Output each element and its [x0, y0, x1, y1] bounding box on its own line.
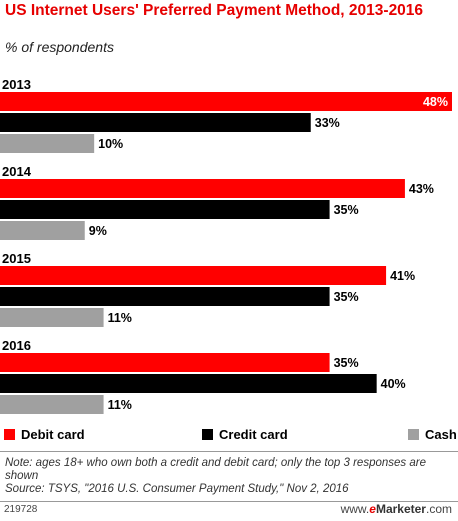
legend-label-credit-card: Credit card	[219, 427, 288, 442]
bar-2014-debit-card	[0, 179, 405, 198]
bar-2013-credit-card	[0, 113, 311, 132]
data-label-2016-credit-card: 40%	[381, 377, 406, 391]
chart-legend: Debit card Credit card Cash	[0, 427, 458, 447]
bar-2016-credit-card	[0, 374, 377, 393]
category-label-2015: 2015	[2, 251, 31, 266]
bar-2015-credit-card	[0, 287, 330, 306]
chart-note: Note: ages 18+ who own both a credit and…	[5, 457, 450, 496]
chart-id: 219728	[4, 504, 38, 515]
data-label-2015-credit-card: 35%	[334, 290, 359, 304]
category-label-2013: 2013	[2, 77, 31, 92]
bar-2015-debit-card	[0, 266, 387, 285]
legend-item-credit-card: Credit card	[202, 427, 288, 442]
data-label-2015-debit-card: 41%	[390, 269, 415, 283]
legend-label-cash: Cash	[425, 427, 457, 442]
divider-top	[0, 451, 458, 452]
bar-chart: 2013 48% 33% 10% 2014 43% 35% 9% 2015 41% 35% 11% 20…	[0, 77, 452, 414]
category-label-2016: 2016	[2, 338, 31, 353]
legend-item-debit-card: Debit card	[4, 427, 85, 442]
category-label-2014: 2014	[2, 164, 32, 179]
bar-2014-cash	[0, 221, 85, 240]
legend-swatch-debit-card	[4, 429, 15, 440]
bar-2014-credit-card	[0, 200, 330, 219]
bar-2016-cash	[0, 395, 104, 414]
chart-title: US Internet Users' Preferred Payment Met…	[5, 2, 424, 19]
bar-2016-debit-card	[0, 353, 330, 372]
brand-suffix: .com	[425, 502, 452, 516]
chart-subtitle: % of respondents	[5, 39, 114, 55]
bar-2013-debit-card	[0, 92, 452, 111]
brand-logo: www.eMarketer.com	[341, 502, 452, 516]
brand-name: Marketer	[375, 502, 426, 516]
data-label-2016-cash: 11%	[108, 398, 132, 412]
bar-2015-cash	[0, 308, 104, 327]
data-label-2013-cash: 10%	[98, 137, 123, 151]
brand-e: e	[369, 502, 376, 516]
bar-2013-cash	[0, 134, 95, 153]
data-label-2014-debit-card: 43%	[409, 182, 434, 196]
brand-prefix: www.	[340, 502, 370, 516]
legend-swatch-credit-card	[202, 429, 213, 440]
data-label-2015-cash: 11%	[108, 311, 132, 325]
note-text: Note: ages 18+ who own both a credit and…	[5, 457, 426, 482]
legend-item-cash: Cash	[408, 427, 457, 442]
divider-bottom	[0, 501, 458, 502]
data-label-2013-credit-card: 33%	[315, 116, 340, 130]
legend-swatch-cash	[408, 429, 419, 440]
legend-label-debit-card: Debit card	[21, 427, 85, 442]
data-label-2014-cash: 9%	[89, 224, 107, 238]
data-label-2014-credit-card: 35%	[334, 203, 359, 217]
data-label-2016-debit-card: 35%	[334, 356, 359, 370]
source-text: Source: TSYS, "2016 U.S. Consumer Paymen…	[5, 483, 349, 495]
data-label-2013-debit-card: 48%	[423, 95, 448, 109]
